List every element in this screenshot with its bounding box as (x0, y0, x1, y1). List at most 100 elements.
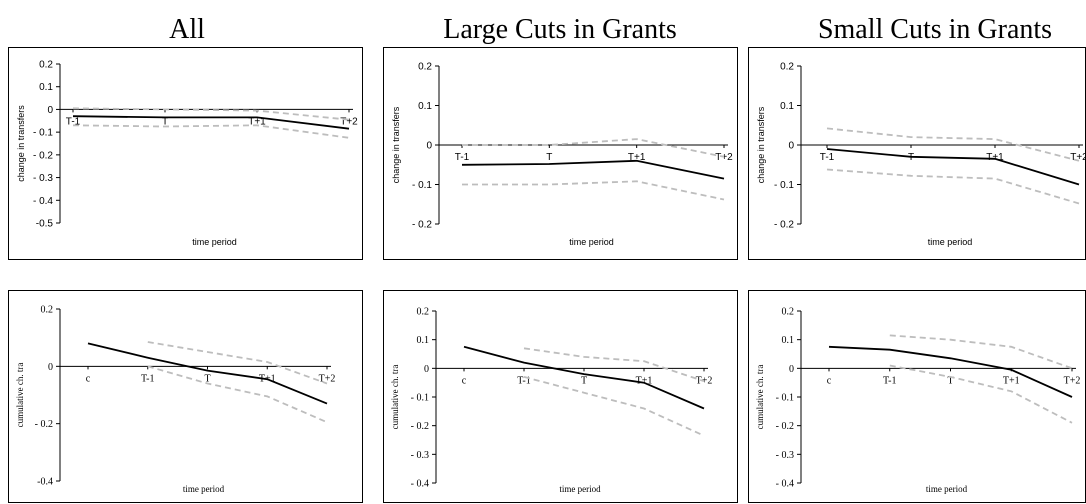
estimate-line (461, 159, 725, 180)
chart-panel-large-cuts-cumulative: 0.2 0.1 0- 0.1- 0.2- 0.3- 0.4 c T-1 T T+1 T+2 ti… (383, 290, 738, 503)
y-tick-label: 0.2 (417, 307, 430, 318)
confidence-band-line (72, 107, 350, 121)
x-tick-label: T (546, 152, 552, 163)
y-tick-label: - 0.2 (774, 220, 794, 231)
y-tick-label: 0.1 (780, 101, 794, 112)
estimate-line (87, 342, 328, 405)
y-axis-label: change in transfers (16, 105, 26, 182)
column-title-all: All (169, 14, 205, 45)
x-tick-label: T (204, 373, 210, 384)
confidence-band-line (523, 376, 705, 437)
x-tick-label: T+1 (986, 152, 1004, 163)
x-tick-label: T (581, 375, 587, 386)
y-axis-label: cumulative ch. tra (15, 363, 25, 428)
chart-svg: 0.20.10- 0.1- 0.2- 0.3- 0.4c T-1 T T+1 T+2ti… (755, 307, 1080, 495)
y-tick-label: 0 (788, 141, 794, 152)
y-tick-label: - 0.1 (411, 393, 429, 404)
chart-panel-small-cuts-change: 0.2 0.1 0- 0.1- 0.2 T-1 T T+1 T+2 time period ch… (748, 47, 1086, 260)
y-axis-label: change in transfers (391, 106, 401, 183)
x-tick-label: T (947, 375, 953, 386)
y-axis-label: change in transfers (756, 106, 766, 183)
x-tick-label: T+2 (1070, 152, 1086, 163)
y-tick-label: 0.1 (417, 335, 430, 346)
x-axis-label: time period (569, 237, 614, 247)
y-tick-label: 0.2 (782, 307, 795, 318)
chart-panel-large-cuts-change: 0.2 0.1 0 - 0.1 - 0.2 T-1 T T+1 T+2 time period ch… (383, 47, 738, 260)
column-title-small-cuts: Small Cuts in Grants (817, 14, 1053, 45)
chart-svg: 0.2 0.1 0 - 0.1 - 0.2 - 0.3 - 0.4 -0.5 T-1 T T+1 T+… (16, 60, 358, 248)
y-tick-label: - 0.3 (411, 450, 429, 461)
x-tick-label: c (827, 375, 832, 386)
confidence-band-line (147, 341, 328, 385)
y-tick-label: - 0.2 (776, 421, 794, 432)
confidence-band-line (147, 365, 328, 424)
y-tick-label: 0.2 (418, 62, 432, 73)
x-tick-label: c (462, 375, 467, 386)
confidence-band-line (72, 124, 350, 139)
x-tick-label: T+1 (636, 375, 653, 386)
x-tick-label: T-1 (883, 375, 897, 386)
x-tick-label: T+1 (628, 152, 646, 163)
y-tick-label: - 0.1 (412, 180, 432, 191)
chart-panel-all-cumulative: 0.2 0- 0.2 -0.4 c T-1 T T+1 T+2 time period cumul… (8, 290, 363, 503)
y-tick-label: - 0.1 (774, 180, 794, 191)
y-tick-label: 0 (47, 105, 53, 116)
y-tick-label: 0.2 (780, 62, 794, 73)
x-tick-label: T+2 (319, 373, 336, 384)
confidence-band-line (889, 334, 1073, 370)
x-tick-label: T (162, 116, 168, 127)
y-tick-label: 0.1 (782, 335, 795, 346)
x-tick-label: T-1 (455, 152, 470, 163)
x-tick-label: T-1 (141, 373, 155, 384)
confidence-band-line (523, 347, 705, 383)
confidence-band-line (889, 364, 1073, 424)
y-tick-label: 0 (424, 364, 429, 375)
y-tick-label: 0.2 (41, 305, 54, 316)
x-axis-label: time period (192, 237, 237, 247)
estimate-line (826, 148, 1080, 186)
chart-svg: 0.2 0.1 0 - 0.1 - 0.2 T-1 T T+1 T+2 time period ch… (391, 62, 733, 248)
chart-panel-small-cuts-cumulative: 0.2 0.1 0 - 0.1 - 0.2 - 0.3 - 0.4 c T-1 T T+1 T+2 ti… (748, 290, 1086, 503)
y-tick-label: - 0.4 (33, 196, 53, 207)
y-tick-label: - 0.2 (411, 421, 429, 432)
y-tick-label: - 0.3 (776, 450, 794, 461)
confidence-band-line (462, 138, 725, 158)
x-tick-label: T-1 (517, 375, 531, 386)
estimate-line (463, 345, 705, 410)
y-tick-label: 0 (48, 362, 53, 373)
x-axis-label: time period (926, 484, 968, 494)
x-tick-label: T+1 (248, 116, 266, 127)
y-tick-label: 0 (426, 141, 432, 152)
y-tick-label: - 0.4 (411, 479, 429, 490)
y-tick-label: - 0.4 (776, 479, 794, 490)
confidence-band-line (826, 168, 1080, 205)
confidence-band-line (462, 180, 725, 201)
x-tick-label: T-1 (66, 116, 81, 127)
x-tick-label: T-1 (820, 152, 835, 163)
y-tick-label: 0.1 (39, 82, 53, 93)
x-axis-label: time period (928, 237, 973, 247)
x-tick-label: T+1 (1003, 375, 1020, 386)
estimate-line (828, 345, 1073, 398)
y-tick-label: - 0.1 (776, 393, 794, 404)
y-tick-label: 0.2 (39, 60, 53, 71)
x-tick-label: c (86, 373, 91, 384)
y-tick-label: 0.1 (418, 101, 432, 112)
chart-svg: 0.20.10- 0.1- 0.2- 0.3- 0.4c T-1 T T+1 T+2ti… (390, 307, 712, 495)
y-tick-label: - 0.2 (35, 419, 53, 430)
x-tick-label: T+2 (340, 116, 358, 127)
y-tick-label: - 0.2 (33, 150, 53, 161)
chart-panel-all-change: 0.2 0.1 0 - 0.1 - 0.2 - 0.3 - 0.4 -0.5 T-1 T T+1 T+… (8, 47, 363, 260)
y-tick-label: -0.5 (36, 219, 54, 230)
confidence-band-line (826, 127, 1080, 162)
y-tick-label: - 0.2 (412, 220, 432, 231)
y-axis-label: cumulative ch. tra (755, 365, 765, 430)
x-axis-label: time period (559, 484, 601, 494)
x-axis-label: time period (183, 484, 225, 494)
y-tick-label: - 0.1 (33, 128, 53, 139)
y-tick-label: - 0.3 (33, 173, 53, 184)
x-tick-label: T+2 (715, 152, 733, 163)
